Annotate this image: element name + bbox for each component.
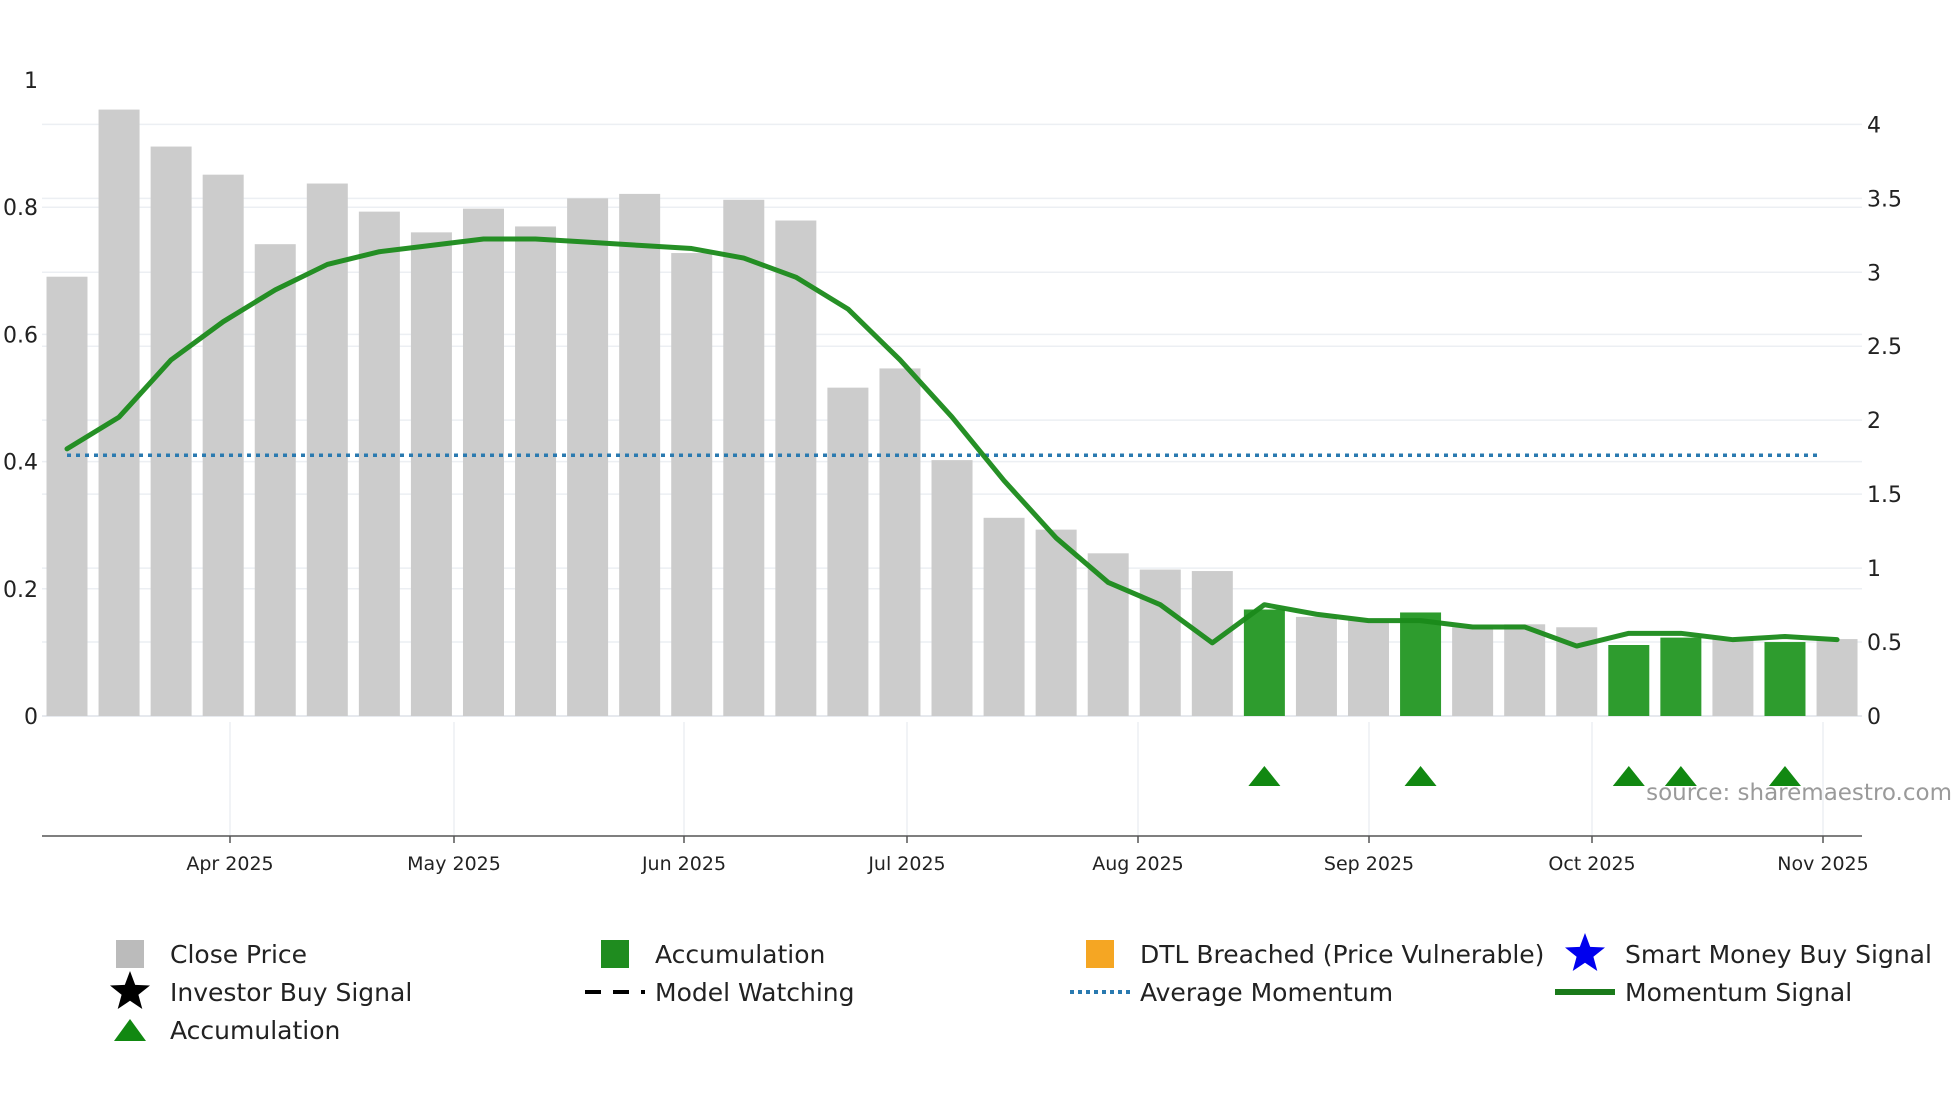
x-tick-label: Jul 2025	[867, 853, 945, 875]
x-tick-label: Aug 2025	[1092, 853, 1184, 875]
x-tick-label: Oct 2025	[1548, 853, 1635, 875]
price-bar	[515, 226, 557, 716]
accumulation-bar	[1764, 642, 1806, 716]
price-bar	[254, 244, 296, 716]
price-bar	[879, 368, 921, 716]
source-text: source: sharemaestro.com	[1646, 780, 1952, 806]
legend-label: Accumulation	[170, 1016, 340, 1045]
price-bar	[983, 517, 1025, 716]
price-bar	[567, 198, 609, 717]
legend-label: Accumulation	[655, 940, 825, 969]
price-bar	[931, 460, 973, 716]
right-tick-label: 1	[1867, 557, 1881, 582]
price-bar	[98, 109, 140, 716]
x-tick-label: Apr 2025	[186, 853, 273, 875]
price-bar	[1087, 553, 1129, 716]
price-bar	[723, 199, 765, 716]
legend: Close Price Accumulation DTL Breached (Pri…	[110, 933, 1932, 1045]
price-bars	[46, 109, 1858, 717]
right-y-axis: 0 0.5 1 1.5 2 2.5 3 3.5 4	[1867, 113, 1902, 730]
accumulation-marker	[1612, 766, 1645, 786]
legend-label: Momentum Signal	[1625, 978, 1852, 1007]
legend-star-icon	[1565, 933, 1605, 971]
signal-panel	[42, 722, 1862, 837]
price-bar	[462, 208, 504, 716]
left-tick-label: 0.8	[3, 196, 38, 221]
price-bar	[671, 253, 713, 717]
price-bar	[1816, 639, 1858, 716]
legend-label: Model Watching	[655, 978, 855, 1007]
price-bar	[1139, 569, 1181, 716]
price-bar	[1504, 624, 1546, 716]
price-bar	[1452, 627, 1494, 716]
legend-label: Average Momentum	[1140, 978, 1393, 1007]
left-y-axis: 0 0.2 0.4 0.6 0.8 1	[3, 69, 38, 730]
price-bar	[1295, 616, 1337, 716]
right-tick-label: 0	[1867, 705, 1881, 730]
x-tick-label: Sep 2025	[1324, 853, 1414, 875]
legend-label: Smart Money Buy Signal	[1625, 940, 1932, 969]
price-bar	[410, 232, 452, 717]
price-bar	[1035, 529, 1077, 716]
accumulation-bar	[1400, 612, 1442, 716]
accumulation-bar	[1660, 637, 1702, 716]
accumulation-bar	[1608, 645, 1650, 716]
price-bar	[358, 211, 400, 716]
price-bar	[827, 387, 869, 716]
legend-label: Close Price	[170, 940, 307, 969]
x-tick-label: Nov 2025	[1777, 853, 1868, 875]
right-tick-label: 2.5	[1867, 335, 1902, 360]
price-bar	[46, 276, 88, 716]
left-tick-label: 0.4	[3, 451, 38, 476]
x-tick-label: Jun 2025	[641, 853, 726, 875]
legend-square-icon	[601, 940, 629, 968]
price-bar	[1712, 637, 1754, 716]
accumulation-marker	[1768, 766, 1801, 786]
x-axis: Apr 2025 May 2025 Jun 2025 Jul 2025 Aug 2025…	[186, 836, 1869, 875]
x-tick-label: May 2025	[407, 853, 501, 875]
left-tick-label: 0.6	[3, 323, 38, 348]
momentum-signal-line	[64, 236, 1840, 649]
right-tick-label: 2	[1867, 409, 1881, 434]
legend-star-icon	[110, 971, 150, 1009]
price-bar	[775, 220, 817, 716]
accumulation-marker	[1248, 766, 1281, 786]
right-tick-label: 0.5	[1867, 631, 1902, 656]
right-tick-label: 3	[1867, 261, 1881, 286]
legend-triangle-icon	[114, 1019, 146, 1041]
right-tick-label: 1.5	[1867, 483, 1902, 508]
legend-label: DTL Breached (Price Vulnerable)	[1140, 940, 1544, 969]
accumulation-bar	[1243, 609, 1285, 716]
left-tick-label: 1	[24, 69, 38, 94]
left-tick-label: 0	[24, 705, 38, 730]
left-tick-label: 0.2	[3, 578, 38, 603]
legend-square-icon	[1086, 940, 1114, 968]
accumulation-marker	[1664, 766, 1697, 786]
right-tick-label: 4	[1867, 113, 1881, 138]
price-bar	[1348, 619, 1389, 716]
price-bar	[150, 146, 192, 717]
price-bar	[202, 174, 244, 716]
momentum-line	[64, 236, 1840, 649]
legend-label: Investor Buy Signal	[170, 978, 412, 1007]
right-tick-label: 3.5	[1867, 187, 1902, 212]
legend-square-icon	[116, 940, 144, 968]
accumulation-marker	[1404, 766, 1437, 786]
